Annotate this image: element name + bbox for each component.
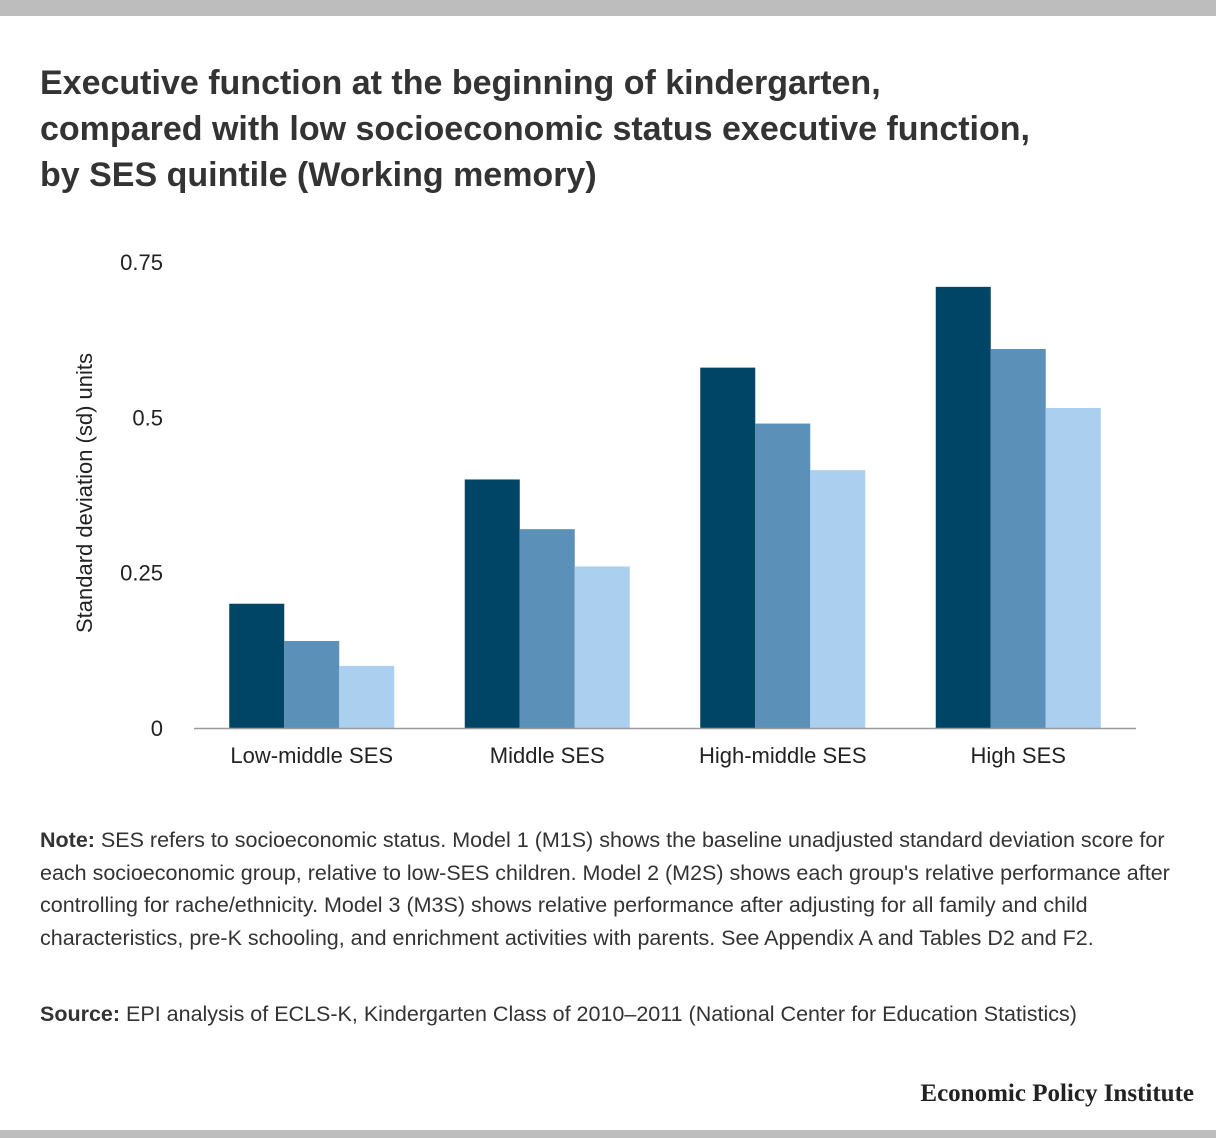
top-border <box>0 0 1216 16</box>
title-line-3: by SES quintile (Working memory) <box>40 156 597 194</box>
x-category-label: Low-middle SES <box>230 743 393 768</box>
x-category-label: High-middle SES <box>699 743 867 768</box>
bottom-border <box>0 1130 1216 1138</box>
bar-series2-low-middle-ses <box>284 641 340 728</box>
bars-group <box>229 286 1101 728</box>
bar-series3-middle-ses <box>574 566 630 728</box>
bar-series2-middle-ses <box>519 529 575 728</box>
title-line-1: Executive function at the beginning of k… <box>40 64 881 102</box>
note-text: SES refers to socioeconomic status. Mode… <box>40 828 1170 950</box>
bar-series3-high-middle-ses <box>810 470 866 728</box>
bar-series3-high-ses <box>1045 408 1101 728</box>
bar-series1-low-middle-ses <box>229 603 285 728</box>
bar-series2-high-ses <box>990 348 1046 728</box>
bar-series2-high-middle-ses <box>755 423 811 728</box>
note-lead: Note: <box>40 828 95 852</box>
source-lead: Source: <box>40 1002 121 1026</box>
x-category-label: Middle SES <box>490 743 605 768</box>
bar-chart: 0 0.25 0.5 0.75 Low-middle SES Middle SES Hig… <box>72 250 1136 768</box>
title-line-2: compared with low socioeconomic status e… <box>40 110 1030 148</box>
bar-series3-low-middle-ses <box>339 665 395 728</box>
y-tick-label: 0 <box>151 716 163 741</box>
x-categories-group: Low-middle SES Middle SES High-middle SES H… <box>230 743 1066 768</box>
x-category-label: High SES <box>971 743 1066 768</box>
bar-series1-high-middle-ses <box>700 367 756 728</box>
y-axis-label: Standard deviation (sd) units <box>72 353 97 633</box>
source-paragraph: Source: EPI analysis of ECLS-K, Kinderga… <box>40 998 1190 1030</box>
note-paragraph: Note: SES refers to socioeconomic status… <box>40 824 1190 954</box>
bar-series1-middle-ses <box>464 479 520 728</box>
y-tick-label: 0.25 <box>120 561 163 586</box>
chart-title: Executive function at the beginning of k… <box>40 60 1180 198</box>
source-text: EPI analysis of ECLS-K, Kindergarten Cla… <box>120 1002 1077 1026</box>
y-ticks-group: 0 0.25 0.5 0.75 <box>120 250 163 741</box>
bar-series1-high-ses <box>935 286 991 728</box>
y-tick-label: 0.5 <box>132 405 163 430</box>
publisher-brand: Economic Policy Institute <box>920 1080 1194 1107</box>
y-tick-label: 0.75 <box>120 250 163 275</box>
